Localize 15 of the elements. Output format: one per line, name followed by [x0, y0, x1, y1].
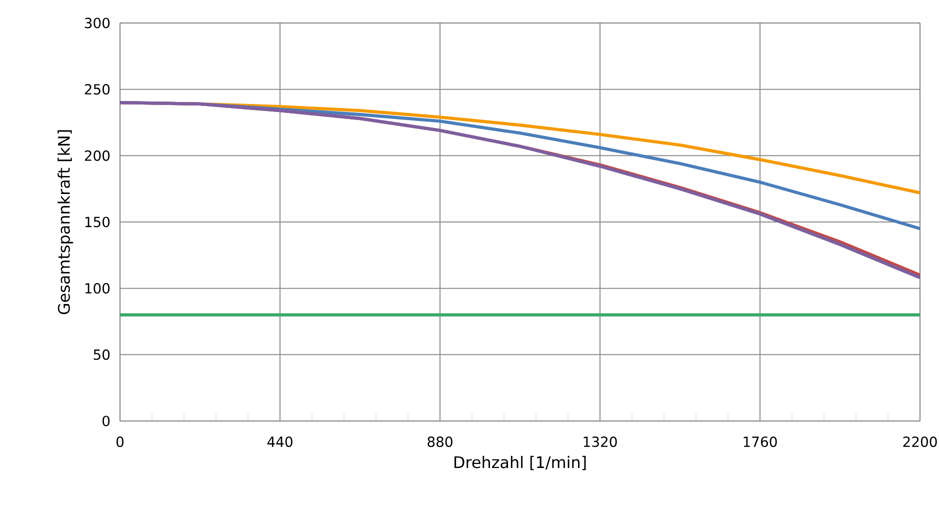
- x-tick-label: 1320: [584, 436, 617, 448]
- y-tick-label: 300: [84, 18, 110, 28]
- x-tick-label: 440: [267, 436, 292, 448]
- x-axis-title: Drehzahl [1/min]: [454, 456, 586, 470]
- y-tick-label: 200: [84, 150, 110, 161]
- y-tick-label: 100: [85, 283, 110, 294]
- y-tick-label: 0: [102, 416, 110, 426]
- y-tick-label: 250: [84, 84, 110, 95]
- y-tick-label: 150: [85, 216, 110, 228]
- x-tick-label: 2200: [903, 436, 937, 448]
- y-axis-title: Gesamtspannkraft [kN]: [58, 130, 74, 314]
- y-tick-label: 50: [94, 349, 110, 360]
- x-tick-label: 1760: [744, 436, 777, 448]
- x-tick-label: 0: [116, 436, 124, 448]
- x-tick-label: 880: [428, 436, 452, 448]
